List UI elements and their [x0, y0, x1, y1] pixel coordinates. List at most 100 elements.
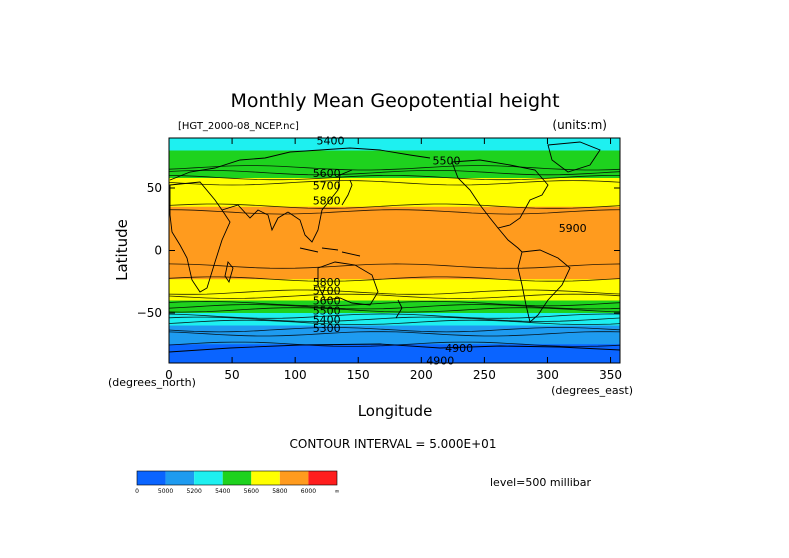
height-band	[169, 219, 620, 222]
height-band	[169, 140, 620, 143]
colorbar-swatch	[165, 471, 195, 485]
contour-interval-text: CONTOUR INTERVAL = 5.000E+01	[290, 437, 497, 451]
height-band	[169, 276, 620, 279]
y-axis-title: Latitude	[113, 219, 131, 281]
height-band	[169, 159, 620, 162]
y-tick-label: 0	[154, 244, 162, 258]
x-tick-label: 200	[410, 368, 433, 382]
height-band	[169, 271, 620, 274]
height-band	[169, 155, 620, 158]
contour-line	[169, 165, 620, 171]
contour-line	[169, 293, 620, 299]
height-band	[169, 291, 620, 294]
contour-label: 5700	[313, 285, 341, 298]
height-band	[169, 141, 620, 144]
height-band	[169, 278, 620, 280]
height-band	[169, 304, 620, 307]
level-text: level=500 millibar	[490, 476, 592, 489]
height-band	[169, 249, 620, 252]
height-band	[169, 221, 620, 224]
height-band	[169, 331, 620, 334]
height-band	[169, 163, 620, 165]
height-band	[169, 138, 620, 140]
contour-line	[169, 180, 620, 186]
contour-line	[169, 175, 620, 181]
height-band	[169, 184, 620, 187]
height-band	[169, 201, 620, 204]
height-band	[169, 336, 620, 339]
contour-labels: 5400550056005700580059005800570056005500…	[313, 135, 587, 368]
height-band	[169, 265, 620, 268]
height-band	[169, 251, 620, 254]
colorbar-swatch	[137, 471, 166, 485]
height-band	[169, 341, 620, 344]
height-band	[169, 285, 620, 288]
height-band	[169, 153, 620, 155]
contour-label: 5800	[313, 276, 341, 289]
height-band	[169, 149, 620, 152]
height-band	[169, 205, 620, 208]
x-axis: 0 50 100 150 200 250 300 350	[165, 138, 622, 382]
height-band	[169, 210, 620, 213]
height-band	[169, 160, 620, 163]
height-band	[169, 311, 620, 314]
contour-label: 4900	[445, 342, 473, 355]
height-band	[169, 215, 620, 218]
height-band	[169, 269, 620, 272]
height-band	[169, 226, 620, 229]
height-band	[169, 253, 620, 255]
map-plot-area: 5400550056005700580059005800570056005500…	[168, 135, 621, 368]
height-band	[169, 194, 620, 197]
height-band	[169, 315, 620, 318]
colorbar-frame	[136, 470, 338, 486]
height-band	[169, 179, 620, 182]
height-band	[169, 250, 620, 253]
height-band	[169, 294, 620, 297]
height-band	[169, 259, 620, 262]
contour-line	[169, 263, 620, 269]
height-band	[169, 156, 620, 159]
height-band	[169, 354, 620, 357]
contour-line	[169, 169, 620, 176]
height-band	[169, 240, 620, 243]
height-band	[169, 190, 620, 193]
height-band	[169, 290, 620, 293]
height-band	[169, 218, 620, 220]
x-tick-label: 350	[599, 368, 622, 382]
colorbar-tick-label: 5000	[158, 488, 173, 495]
height-band	[169, 339, 620, 342]
height-band	[169, 150, 620, 153]
contour-label: 5600	[313, 295, 341, 308]
contour-line	[169, 300, 620, 307]
height-band	[169, 300, 620, 303]
colorbar-swatch	[308, 471, 337, 485]
height-band	[169, 360, 620, 363]
height-band	[169, 165, 620, 168]
height-band	[169, 171, 620, 174]
height-band	[169, 256, 620, 259]
height-band	[169, 325, 620, 328]
colorbar-swatch	[194, 471, 223, 485]
coastlines	[169, 141, 620, 353]
height-band	[169, 180, 620, 183]
height-band	[169, 283, 620, 285]
colorbar-tick-label: ∞	[335, 488, 340, 495]
height-band	[169, 288, 620, 290]
y-tick-label: −50	[137, 306, 162, 320]
height-band	[169, 314, 620, 317]
height-band	[169, 334, 620, 337]
contour-label: 5700	[313, 180, 341, 193]
height-band	[169, 208, 620, 210]
height-band	[169, 328, 620, 330]
x-tick-label: 250	[473, 368, 496, 382]
height-band	[169, 146, 620, 149]
colorbar-swatch	[279, 471, 309, 485]
colorbar-tick-label: 0	[135, 488, 139, 495]
contour-line	[169, 307, 620, 313]
colorbar-swatch	[251, 471, 280, 485]
height-band	[169, 350, 620, 353]
y-unit-label: (degrees_north)	[108, 376, 196, 389]
chart-title: Monthly Mean Geopotential height	[230, 90, 559, 112]
height-band	[169, 239, 620, 242]
height-band	[169, 185, 620, 188]
